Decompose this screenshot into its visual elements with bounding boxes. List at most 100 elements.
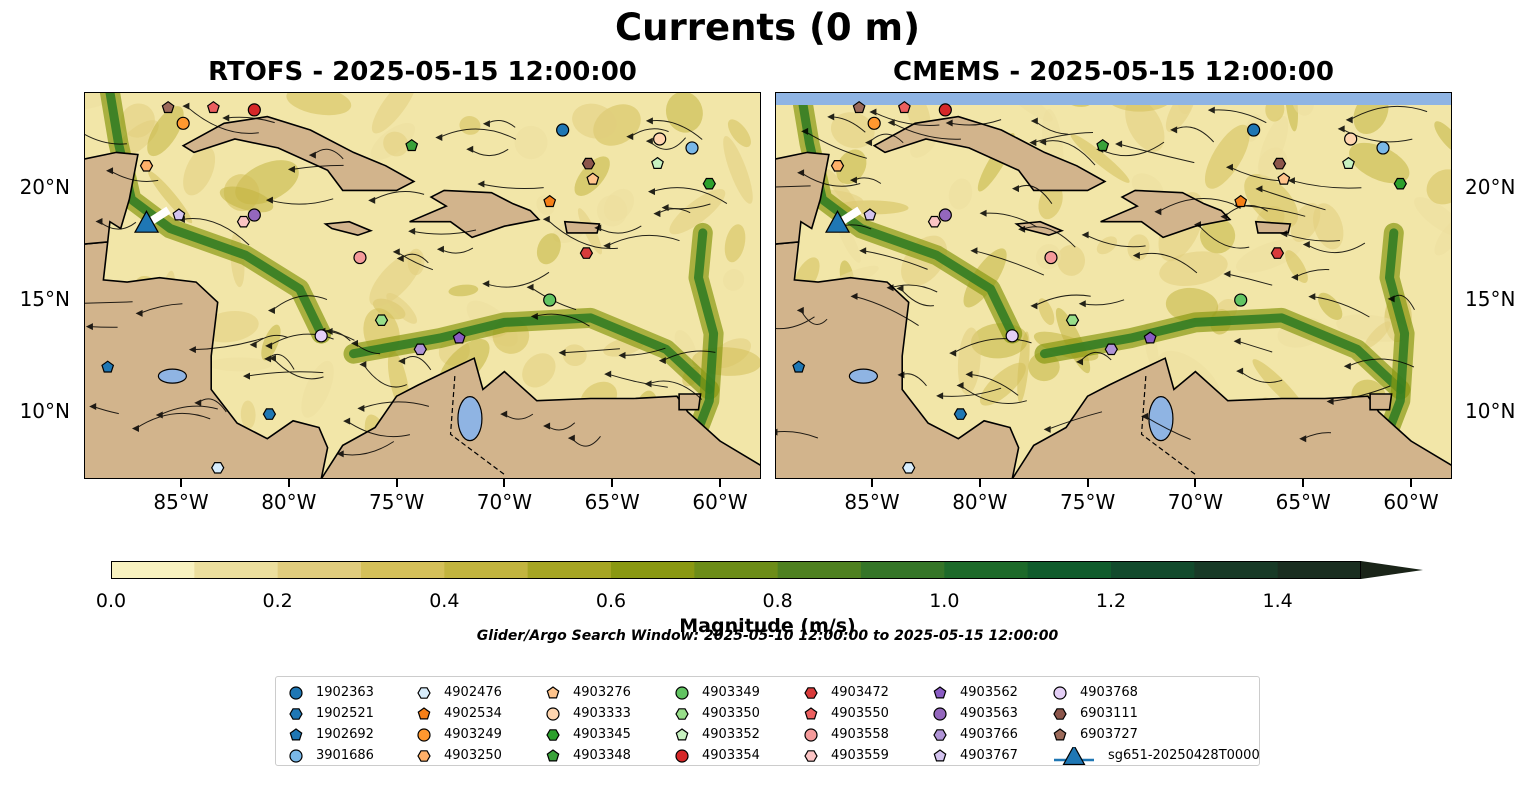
legend-item: 4903562 bbox=[932, 682, 1018, 703]
legend-glider-marker bbox=[1062, 746, 1086, 765]
legend-item: 4903550 bbox=[803, 703, 889, 724]
legend-marker-icon bbox=[933, 706, 947, 721]
rtofs-panel-title: RTOFS - 2025-05-15 12:00:00 bbox=[208, 57, 637, 87]
legend-marker-icon bbox=[804, 706, 818, 719]
legend-column: 1902363 1902521 1902692 3901686 bbox=[288, 682, 374, 766]
land-central-america bbox=[84, 241, 329, 479]
legend-label: 4903352 bbox=[702, 727, 760, 742]
legend-marker-icon bbox=[546, 685, 560, 698]
lon-tick-label: 70°W bbox=[1167, 490, 1224, 514]
float-marker-4903550 bbox=[206, 100, 220, 114]
legend-marker-shape bbox=[1053, 727, 1067, 740]
legend-marker-icon bbox=[289, 707, 303, 720]
legend-item: 4903348 bbox=[545, 745, 631, 766]
legend-marker-icon bbox=[546, 728, 560, 741]
legend-marker-shape bbox=[417, 727, 431, 742]
cmems-panel-title: CMEMS - 2025-05-15 12:00:00 bbox=[893, 57, 1334, 87]
land-hispaniola bbox=[409, 189, 541, 239]
legend-label: 4903350 bbox=[702, 706, 760, 721]
float-marker-4902534 bbox=[543, 194, 557, 208]
legend-marker-icon bbox=[289, 727, 303, 740]
float-marker-4903348 bbox=[1096, 138, 1110, 152]
legend-marker-shape bbox=[546, 748, 560, 761]
lon-tick-mark bbox=[1086, 479, 1089, 487]
lat-tick-label-left: 15°N bbox=[19, 287, 70, 312]
legend-marker-icon bbox=[1054, 746, 1094, 765]
legend-label: 4903563 bbox=[960, 706, 1018, 721]
rtofs-map-panel[interactable] bbox=[84, 92, 761, 479]
legend-marker-shape bbox=[546, 706, 560, 721]
legend-marker-shape bbox=[417, 706, 431, 719]
missing-data-band bbox=[775, 92, 1452, 105]
land-trinidad bbox=[678, 393, 702, 411]
lon-tick-mark bbox=[1302, 479, 1305, 487]
legend-item: 4902534 bbox=[416, 703, 502, 724]
float-marker-4903333 bbox=[1344, 132, 1358, 146]
legend-label: 6903727 bbox=[1080, 727, 1138, 742]
land-puerto-rico bbox=[1254, 220, 1292, 234]
glider-marker bbox=[824, 210, 851, 233]
colorbar-swatch bbox=[1111, 561, 1195, 579]
float-marker-4903559 bbox=[927, 215, 942, 228]
float-marker-4903558 bbox=[1044, 250, 1058, 265]
land-south-america bbox=[320, 357, 761, 479]
land-cuba bbox=[872, 115, 1107, 192]
colorbar-swatch bbox=[777, 561, 862, 579]
legend-label: 4903558 bbox=[831, 727, 889, 742]
legend-label: 4903767 bbox=[960, 748, 1018, 763]
lon-tick-mark bbox=[1410, 479, 1413, 487]
float-marker-1902363 bbox=[556, 123, 570, 137]
colorbar-swatch bbox=[861, 561, 945, 579]
colorbar-tick-label: 0.8 bbox=[762, 590, 793, 612]
colorbar-tick-label: 0.0 bbox=[95, 590, 127, 612]
land-trinidad bbox=[1369, 393, 1393, 411]
lon-tick-label: 70°W bbox=[476, 490, 533, 514]
legend-marker-icon bbox=[546, 706, 560, 721]
lon-tick-label: 65°W bbox=[1275, 490, 1331, 514]
lon-tick-mark bbox=[978, 479, 981, 487]
legend-item: 6903111 bbox=[1052, 703, 1260, 724]
colorbar-tick-label: 1.2 bbox=[1095, 590, 1127, 612]
lon-tick-label: 80°W bbox=[952, 490, 1008, 514]
float-marker-4902476 bbox=[211, 462, 225, 474]
colorbar bbox=[111, 561, 1424, 579]
colorbar-swatch bbox=[1194, 561, 1279, 579]
streamlines bbox=[775, 105, 1428, 443]
colorbar-swatch bbox=[527, 561, 612, 579]
legend-marker-icon bbox=[1053, 727, 1067, 740]
legend-marker-shape bbox=[933, 728, 947, 741]
float-marker-4903766 bbox=[413, 343, 427, 356]
legend-marker-shape bbox=[675, 748, 689, 763]
legend-marker-shape bbox=[546, 728, 560, 741]
legend-column: 4902476 4902534 4903249 4903250 bbox=[416, 682, 502, 766]
colorbar-extend-arrow bbox=[1361, 561, 1423, 579]
legend-label: 4903550 bbox=[831, 706, 889, 721]
float-marker-4903558 bbox=[353, 250, 367, 265]
streamlines bbox=[84, 102, 728, 458]
float-marker-4903550 bbox=[897, 100, 911, 114]
cmems-map-panel[interactable] bbox=[775, 92, 1452, 479]
lon-tick-mark bbox=[611, 479, 614, 487]
legend-item: 1902363 bbox=[288, 682, 374, 703]
lon-tick-mark bbox=[287, 479, 290, 487]
legend-label: 1902521 bbox=[316, 706, 374, 721]
float-marker-4903767 bbox=[863, 208, 877, 221]
float-marker-1902692 bbox=[792, 360, 806, 373]
colorbar-swatch bbox=[1277, 561, 1362, 579]
figure-title: Currents (0 m) bbox=[614, 6, 920, 49]
legend-label: 4903348 bbox=[573, 748, 631, 763]
legend-marker-shape bbox=[675, 727, 689, 740]
float-marker-4902534 bbox=[1234, 194, 1248, 208]
lon-tick-label: 85°W bbox=[844, 490, 900, 514]
legend-marker-icon bbox=[933, 728, 947, 741]
legend-item: 4903559 bbox=[803, 745, 889, 766]
legend-marker-icon bbox=[675, 727, 689, 740]
float-marker-1902521 bbox=[262, 408, 277, 420]
colorbar-swatch bbox=[444, 561, 529, 579]
legend-marker-shape bbox=[289, 685, 303, 700]
float-marker-4903768 bbox=[314, 329, 328, 343]
legend-item: 4903349 bbox=[674, 682, 760, 703]
legend-marker-shape bbox=[1053, 685, 1067, 700]
legend-item: 4903354 bbox=[674, 745, 760, 766]
legend-marker-shape bbox=[1053, 707, 1067, 720]
